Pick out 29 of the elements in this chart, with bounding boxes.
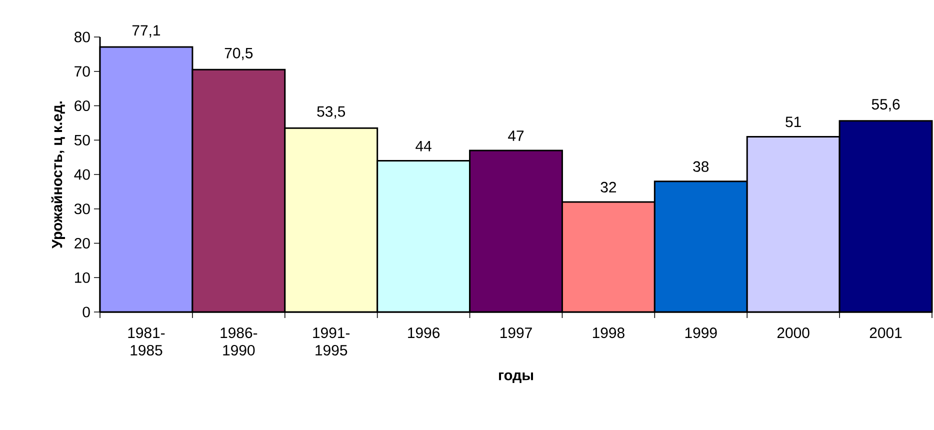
data-label: 47 — [508, 130, 524, 141]
x-tick-label: 1991-1995 — [313, 328, 350, 356]
y-tick-label: 10 — [75, 272, 90, 283]
x-tick-label: 1981-1985 — [128, 328, 165, 356]
data-label: 32 — [600, 182, 616, 192]
y-tick-label: 60 — [74, 100, 90, 112]
data-label: 77,1 — [132, 25, 160, 38]
x-tick-label: 2000 — [777, 328, 810, 338]
x-axis-title: годы — [499, 372, 533, 384]
data-label: 53,5 — [317, 106, 346, 119]
y-tick-label: 80 — [74, 32, 90, 42]
data-label: 55,6 — [872, 99, 900, 112]
x-tick-label: 2001 — [870, 328, 902, 338]
data-label: 51 — [786, 116, 801, 128]
y-tick-label: 0 — [82, 306, 90, 318]
x-tick-label: 1997 — [500, 328, 532, 338]
data-label: 44 — [416, 140, 432, 152]
y-tick-label: 20 — [74, 238, 90, 249]
data-label: 38 — [693, 161, 709, 172]
y-tick-label: 50 — [74, 134, 90, 146]
y-axis-title: Урожайность, ц к.ед. — [51, 102, 66, 248]
y-tick-label: 70 — [74, 66, 90, 77]
y-tick-label: 30 — [74, 204, 90, 214]
y-tick-label: 40 — [74, 169, 90, 180]
x-tick-label: 1998 — [592, 328, 624, 338]
data-label: 70,5 — [224, 48, 253, 60]
x-tick-label: 1996 — [408, 328, 440, 338]
x-tick-label: 1999 — [685, 328, 717, 338]
x-tick-label: 1986-1990 — [220, 328, 258, 356]
